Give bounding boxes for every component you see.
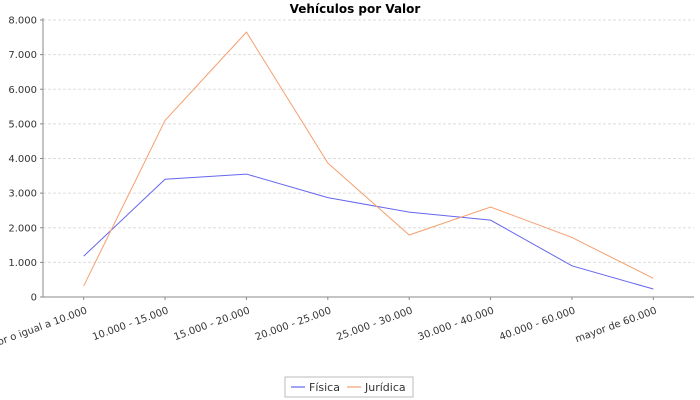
x-tick-label: 20.000 - 25.000 xyxy=(254,305,333,343)
x-tick-label: 25.000 - 30.000 xyxy=(335,305,414,343)
x-tick-label: 40.000 - 60.000 xyxy=(498,305,577,343)
x-tick-label: mayor de 60.000 xyxy=(574,305,658,345)
y-tick-label: 7.000 xyxy=(8,50,37,61)
legend: Física Jurídica xyxy=(284,376,414,398)
y-tick-label: 3.000 xyxy=(8,189,37,200)
x-axis-ticks: menor o igual a 10.000 10.000 - 15.000 15.… xyxy=(0,297,658,356)
series-line-1 xyxy=(83,31,654,287)
x-tick-label: menor o igual a 10.000 xyxy=(0,305,89,355)
y-axis-ticks: 0 1.000 2.000 3.000 4.000 5.000 6.000 7.000 8.00… xyxy=(8,16,43,304)
y-tick-label: 6.000 xyxy=(8,85,37,96)
chart-title: Vehículos por Valor xyxy=(290,2,421,16)
x-tick-label: 10.000 - 15.000 xyxy=(91,305,170,343)
x-tick-label: 30.000 - 40.000 xyxy=(417,305,496,343)
y-tick-label: 0 xyxy=(31,293,37,304)
legend-label: Jurídica xyxy=(364,381,406,394)
y-tick-label: 5.000 xyxy=(8,119,37,130)
x-tick-label: 15.000 - 20.000 xyxy=(173,305,252,343)
y-tick-label: 1.000 xyxy=(8,258,37,269)
series-lines xyxy=(83,31,654,290)
axes xyxy=(42,18,694,298)
y-tick-label: 8.000 xyxy=(8,16,37,27)
legend-label: Física xyxy=(309,381,340,394)
y-tick-label: 2.000 xyxy=(8,223,37,234)
series-line-0 xyxy=(83,173,654,290)
grid xyxy=(43,19,694,263)
y-tick-label: 4.000 xyxy=(8,154,37,165)
